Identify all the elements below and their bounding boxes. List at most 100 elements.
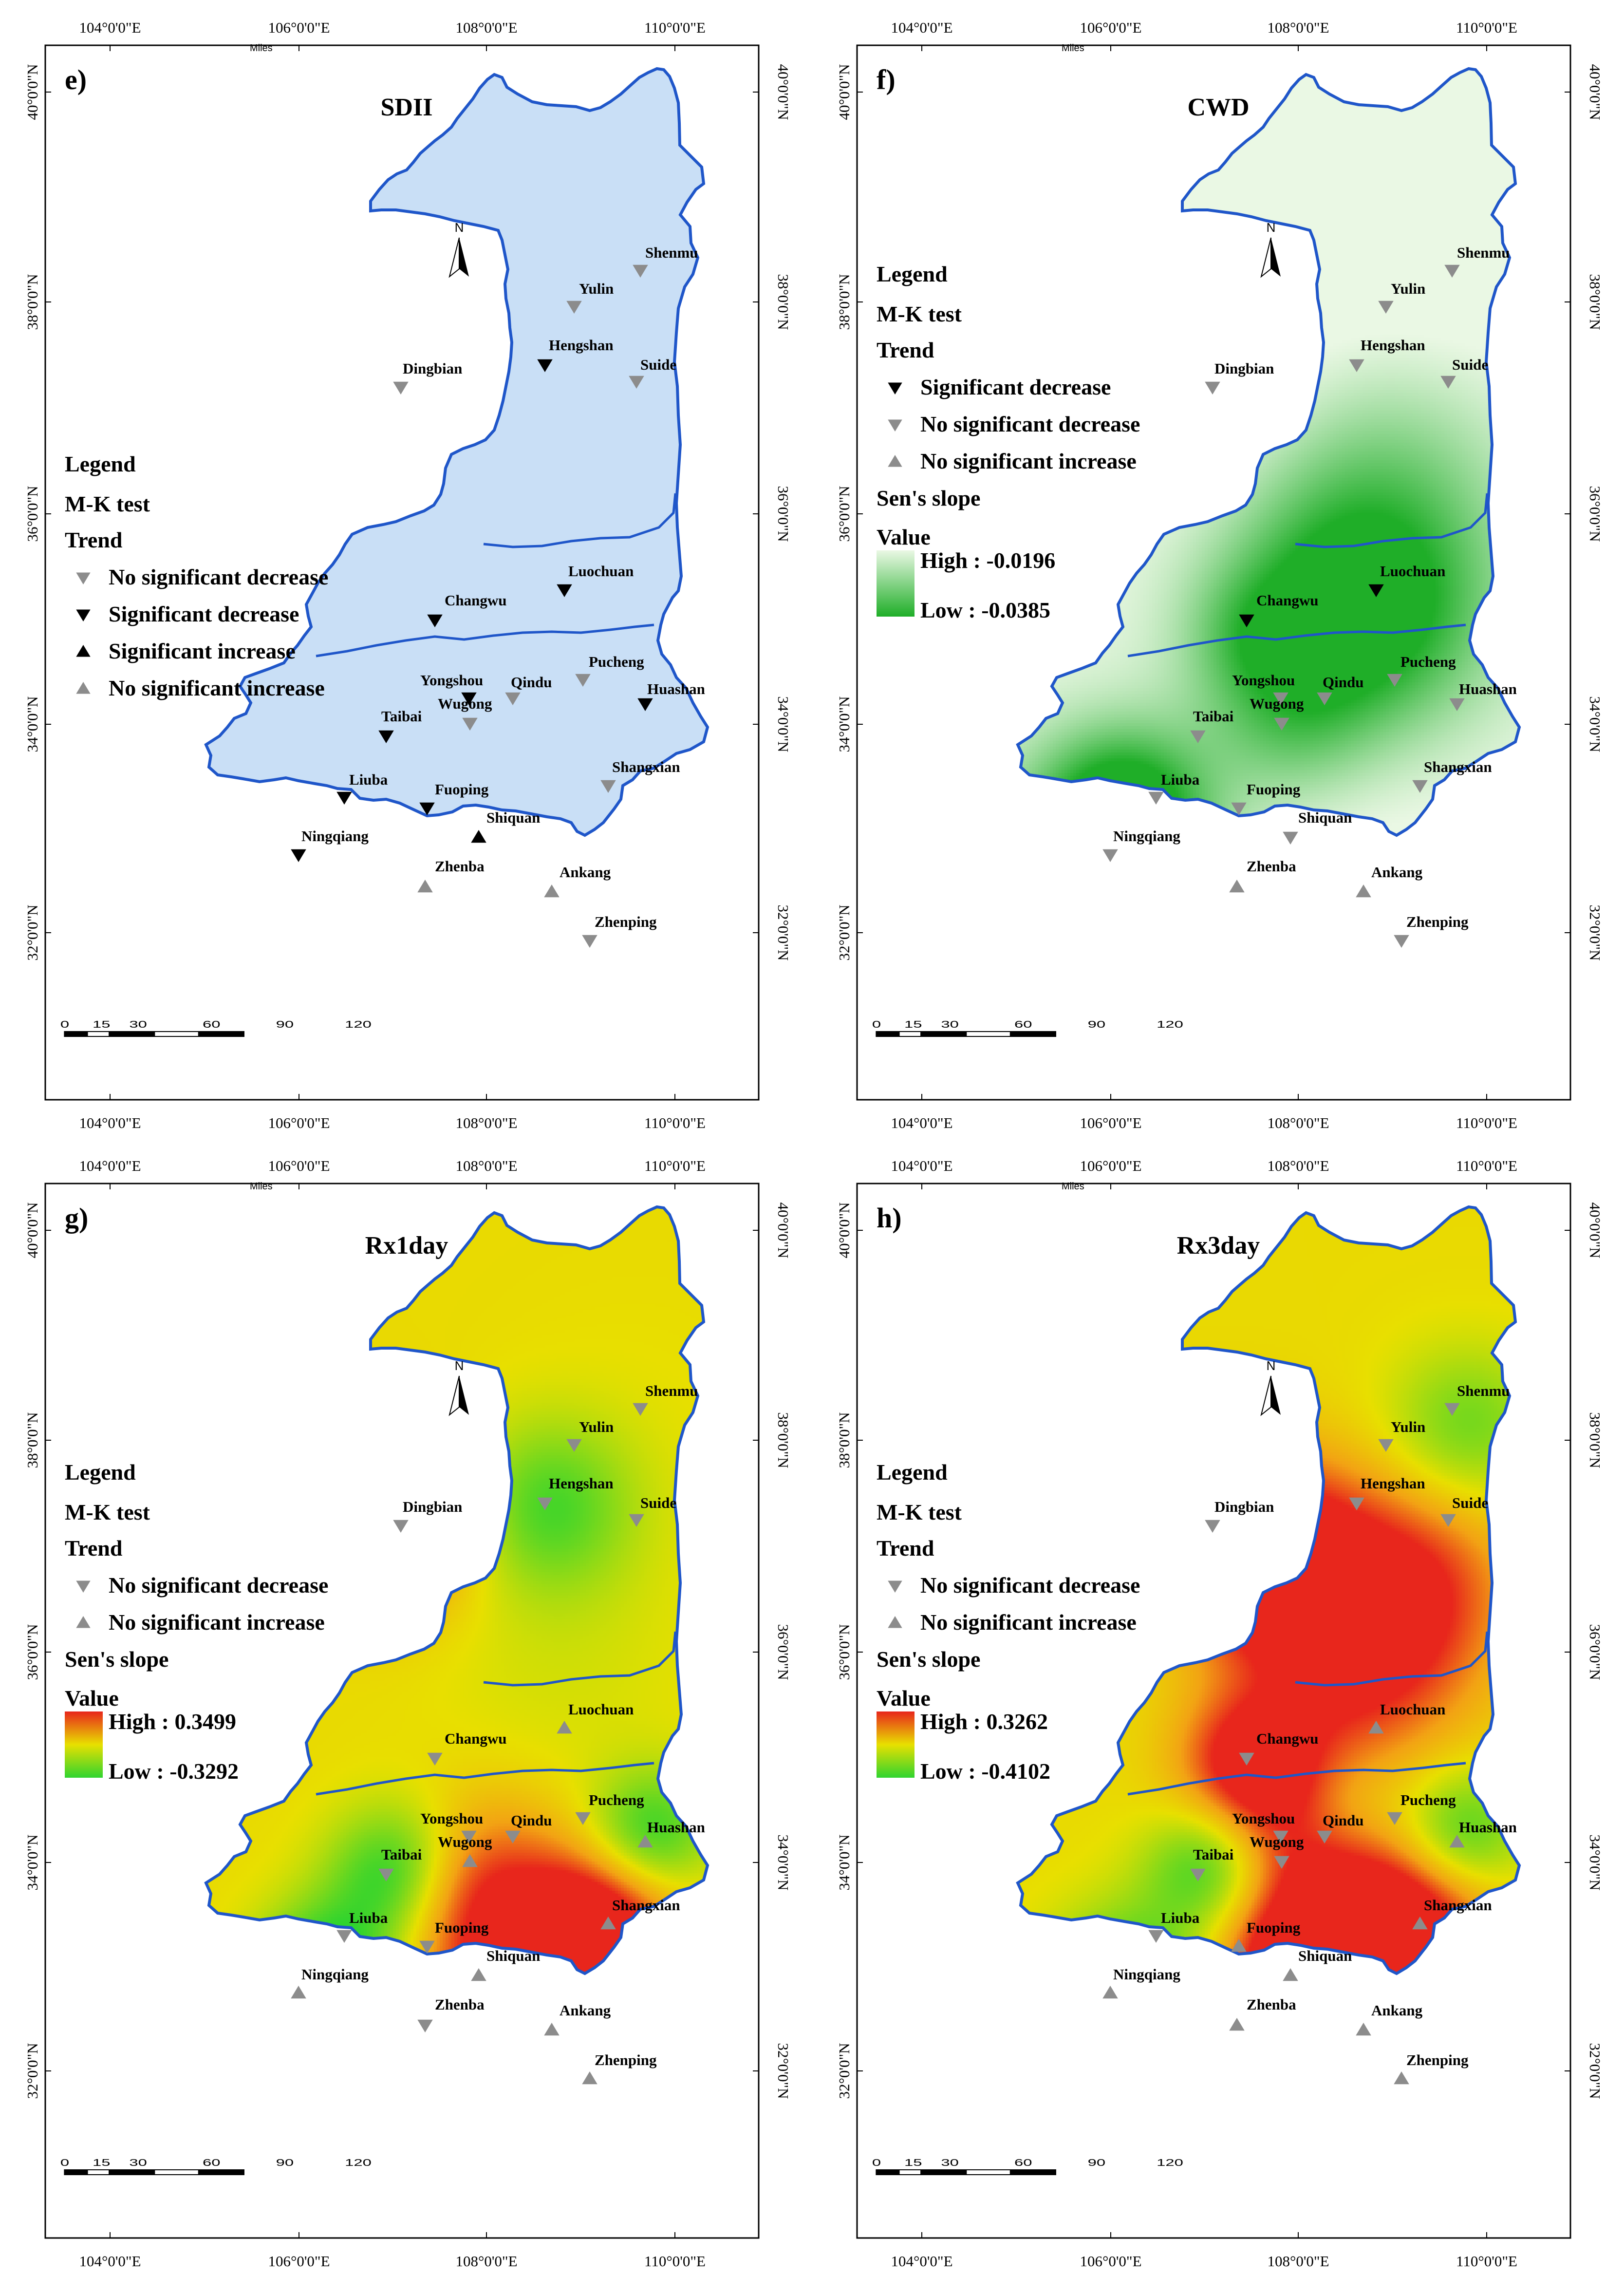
- north-arrow-left: [1260, 1375, 1271, 1416]
- triangle-up-icon: [637, 1835, 653, 1848]
- station-label: Fuoping: [435, 781, 489, 798]
- triangle-down-icon: [1205, 1520, 1220, 1533]
- north-arrow-left: [448, 1375, 460, 1416]
- triangle-down-icon: [1239, 1752, 1254, 1766]
- triangle-down-icon: [1148, 791, 1164, 805]
- lon-tick-top: 106°0'0"E: [1080, 19, 1141, 36]
- scale-segment: [198, 2169, 245, 2175]
- station-label: Liuba: [349, 771, 388, 788]
- lat-tick-left: 32°0'0"N: [836, 904, 853, 960]
- station-label: Taibai: [1193, 1846, 1234, 1863]
- scale-unit: Miles: [1062, 43, 1084, 54]
- station-zhenping: Zhenping: [582, 913, 657, 948]
- station-shiquan: Shiquan: [1283, 809, 1352, 845]
- scale-tick: 30: [941, 1019, 958, 1030]
- scale-segment: [198, 1031, 245, 1037]
- station-liuba: Liuba: [336, 1909, 388, 1943]
- station-suide: Suide: [1440, 356, 1488, 389]
- triangle-up-icon: [888, 1616, 902, 1628]
- station-pucheng: Pucheng: [1387, 653, 1456, 687]
- station-luochuan: Luochuan: [1368, 1701, 1445, 1734]
- station-huashan: Huashan: [637, 1819, 705, 1848]
- station-label: Shangxian: [612, 1897, 680, 1914]
- lat-tick-left: 40°0'0"N: [24, 64, 41, 120]
- scale-bar: 0 15 30 60 90 120: [872, 1019, 1183, 1037]
- north-arrow-icon: N: [448, 1358, 469, 1416]
- station-taibai: Taibai: [378, 1846, 422, 1881]
- legend-high: High : -0.0196: [920, 548, 1055, 573]
- station-label: Ningqiang: [301, 827, 369, 845]
- lon-tick-top: 106°0'0"E: [268, 19, 330, 36]
- scale-segment: [898, 1031, 922, 1037]
- province-outline: [204, 67, 709, 837]
- scale-tick: 120: [1157, 2157, 1183, 2168]
- station-label: Luochuan: [568, 563, 634, 580]
- lon-tick-bottom: 110°0'0"E: [1456, 2253, 1517, 2270]
- station-label: Wugong: [438, 695, 492, 712]
- scale-segment: [876, 1031, 900, 1037]
- station-label: Ningqiang: [1113, 1966, 1180, 1983]
- lat-tick-left: 32°0'0"N: [24, 904, 41, 960]
- legend-entry-label: No significant decrease: [109, 1573, 328, 1598]
- lat-tick-left: 32°0'0"N: [24, 2043, 41, 2099]
- triangle-down-icon: [76, 572, 91, 584]
- triangle-down-icon: [505, 1830, 521, 1843]
- station-label: Liuba: [1161, 1909, 1200, 1926]
- triangle-up-icon: [1356, 2023, 1371, 2036]
- legend-entry-label: No significant decrease: [920, 1573, 1140, 1598]
- triangle-up-icon: [582, 2071, 597, 2085]
- station-label: Luochuan: [1380, 1701, 1445, 1718]
- station-label: Changwu: [445, 1730, 507, 1747]
- lon-tick-bottom: 108°0'0"E: [1267, 2253, 1329, 2270]
- triangle-up-icon: [471, 830, 486, 843]
- lon-tick-top: 104°0'0"E: [79, 19, 141, 36]
- station-zhenba: Zhenba: [417, 858, 485, 893]
- triangle-up-icon: [471, 1968, 486, 1981]
- lon-tick-bottom: 106°0'0"E: [1080, 2253, 1141, 2270]
- station-label: Yulin: [1391, 1418, 1425, 1435]
- scale-tick: 30: [129, 1019, 147, 1030]
- lat-tick-left: 40°0'0"N: [836, 64, 853, 120]
- lon-tick-top: 108°0'0"E: [455, 19, 517, 36]
- north-arrow-right: [459, 238, 469, 277]
- scale-unit: Miles: [250, 43, 273, 54]
- lon-tick-bottom: 104°0'0"E: [891, 1114, 952, 1131]
- triangle-down-icon: [417, 2019, 433, 2032]
- lat-tick-left: 36°0'0"N: [24, 486, 41, 542]
- legend-test: M-K test: [65, 491, 150, 516]
- station-dingbian: Dingbian: [393, 360, 462, 395]
- station-yulin: Yulin: [1378, 1418, 1425, 1452]
- scale-tick: 30: [129, 2157, 147, 2168]
- triangle-down-icon: [1440, 376, 1456, 389]
- station-label: Suide: [640, 1494, 676, 1511]
- triangle-down-icon: [1239, 614, 1254, 627]
- triangle-down-icon: [600, 780, 616, 793]
- triangle-down-icon: [575, 674, 591, 687]
- lat-tick-left: 38°0'0"N: [24, 274, 41, 330]
- station-qindu: Qindu: [505, 1812, 552, 1843]
- triangle-down-icon: [1274, 1856, 1289, 1869]
- triangle-down-icon: [888, 382, 902, 395]
- triangle-down-icon: [1394, 935, 1409, 948]
- station-huashan: Huashan: [637, 680, 705, 711]
- legend-entry: No significant increase: [76, 1610, 325, 1635]
- color-ramp: [877, 1711, 915, 1778]
- station-ankang: Ankang: [1356, 864, 1423, 898]
- station-yulin: Yulin: [1378, 280, 1425, 314]
- station-suide: Suide: [629, 356, 676, 389]
- lat-tick-left: 34°0'0"N: [836, 696, 853, 752]
- legend-low: Low : -0.4102: [920, 1759, 1050, 1784]
- triangle-up-icon: [1102, 1986, 1118, 1999]
- lon-tick-top: 110°0'0"E: [644, 19, 706, 36]
- station-yongshou: Yongshou: [420, 1810, 483, 1843]
- station-label: Ankang: [1371, 2002, 1423, 2019]
- station-label: Hengshan: [1361, 337, 1425, 354]
- station-label: Ankang: [1371, 864, 1423, 881]
- panel-title: CWD: [1187, 94, 1249, 121]
- scale-segment: [876, 2169, 900, 2175]
- station-label: Shiquan: [486, 809, 540, 826]
- triangle-down-icon: [1102, 849, 1118, 862]
- region-boundary-north: [1295, 1631, 1489, 1687]
- station-label: Wugong: [1250, 1833, 1304, 1850]
- legend-entry-label: Significant decrease: [920, 375, 1111, 399]
